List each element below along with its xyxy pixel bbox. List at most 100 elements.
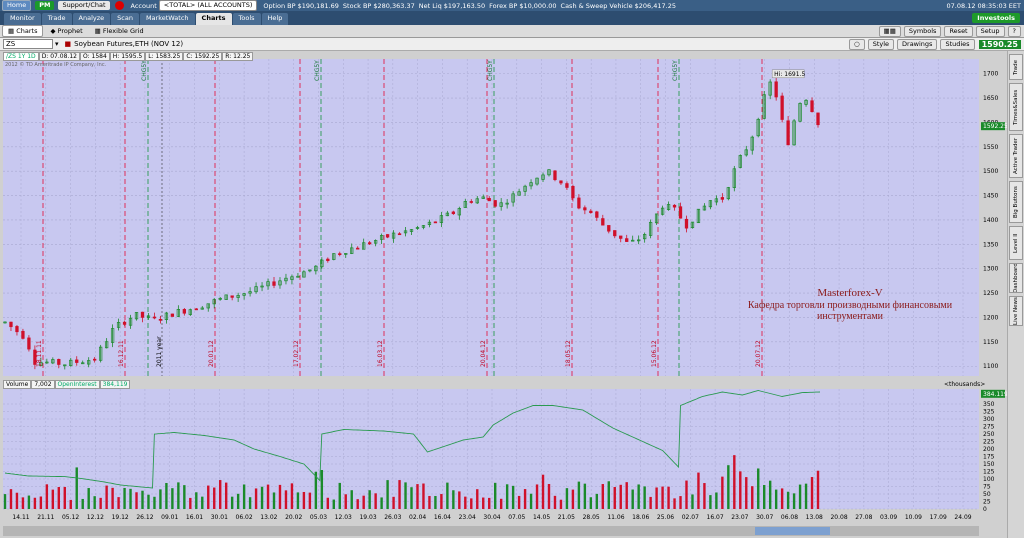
candle-body	[21, 330, 25, 339]
tab-charts[interactable]: Charts	[195, 13, 232, 25]
candle-body	[69, 359, 73, 366]
volume-bar	[123, 487, 126, 509]
volume-bar	[745, 477, 748, 509]
candle-body	[810, 100, 814, 113]
x-tick-label: 16.07	[707, 514, 724, 521]
volume-bar	[87, 488, 90, 509]
scroll-thumb[interactable]	[755, 527, 830, 535]
side-tab-dashboard[interactable]: Dashboard	[1009, 263, 1023, 293]
candle-body	[200, 307, 204, 310]
volume-bar	[416, 484, 419, 509]
x-tick-label: 14.11	[12, 514, 29, 521]
candle-body	[433, 221, 438, 224]
volume-tick-label: 275	[983, 424, 995, 431]
side-tab-active-trader[interactable]: Active Trader	[1009, 134, 1023, 178]
volume-bar	[721, 476, 724, 509]
x-tick-label: 12.12	[87, 514, 104, 521]
setup-button[interactable]: Setup	[975, 25, 1005, 37]
red-marker-label: 20.04.12	[480, 340, 487, 367]
pm-button[interactable]: PM	[35, 1, 55, 10]
x-tick-label: 17.09	[930, 514, 947, 521]
price-chart[interactable]: 1100115012001250130013501400145015001550…	[0, 51, 1007, 538]
candle-body	[720, 197, 725, 200]
side-tab-live-news[interactable]: Live News	[1009, 296, 1023, 326]
candle-body	[415, 227, 420, 229]
record-icon[interactable]	[114, 1, 124, 10]
candle-body	[15, 326, 19, 333]
help-icon[interactable]: ?	[1007, 25, 1021, 37]
volume-bar	[230, 496, 234, 509]
zoom-icon[interactable]: ○	[849, 38, 865, 50]
candle-body	[248, 291, 252, 294]
volume-bar	[254, 488, 258, 509]
volume-bar	[3, 494, 7, 509]
volume-bar	[511, 485, 515, 509]
tab-help[interactable]: Help	[261, 13, 289, 25]
candle-body	[81, 362, 85, 365]
layout-icon[interactable]: ▦▦	[878, 25, 901, 37]
investools-logo[interactable]: Investools	[972, 13, 1020, 23]
volume-bar	[183, 485, 186, 509]
price-tick-label: 1500	[983, 168, 998, 175]
tab-charts[interactable]: ▦ Charts	[2, 25, 44, 37]
right-panel: Trade Times&Sales Active Trader Big Buttons…	[1007, 51, 1024, 538]
tab-marketwatch[interactable]: MarketWatch	[139, 13, 195, 25]
red-marker-label: 18.11.11	[36, 340, 43, 367]
volume-bar	[422, 483, 425, 509]
candle-body	[439, 215, 444, 223]
side-tab-trade[interactable]: Trade	[1009, 54, 1023, 80]
candle-body	[481, 196, 485, 199]
green-marker-label: CHG5Y	[141, 60, 148, 81]
tab-trade[interactable]: Trade	[41, 13, 72, 25]
side-tab-times-sales[interactable]: Times&Sales	[1009, 83, 1023, 131]
candle-body	[648, 221, 653, 236]
tab-flexible-grid[interactable]: ▦ Flexible Grid	[94, 27, 144, 35]
candle-body	[176, 309, 181, 317]
tab-scan[interactable]: Scan	[111, 13, 139, 25]
side-tab-level-ii[interactable]: Level II	[1009, 226, 1023, 260]
reset-button[interactable]: Reset	[944, 25, 973, 37]
volume-bar	[685, 480, 688, 509]
volume-bar	[751, 486, 754, 509]
account-select[interactable]: <TOTAL> (ALL ACCOUNTS)	[158, 0, 258, 11]
tab-tools[interactable]: Tools	[232, 13, 261, 25]
price-tick-label: 1250	[983, 290, 998, 297]
red-marker-label: 15.06.12	[651, 340, 658, 367]
x-tick-label: 21.11	[37, 514, 54, 521]
tab-analyze[interactable]: Analyze	[72, 13, 111, 25]
candle-body	[212, 299, 216, 305]
symbols-button[interactable]: Symbols	[903, 25, 942, 37]
volume-bar	[57, 487, 61, 509]
volume-bar	[213, 487, 216, 509]
candle-body	[260, 285, 264, 288]
high-label-box	[771, 69, 805, 79]
studies-button[interactable]: Studies	[940, 38, 975, 50]
volume-bar	[159, 489, 162, 509]
chart-area[interactable]: 1100 1150 1200 1250 1300 1350 1400 1450 1500 1550…	[0, 51, 1024, 538]
style-button[interactable]: Style	[867, 38, 895, 50]
x-tick-label: 14.05	[533, 514, 550, 521]
tab-monitor[interactable]: Monitor	[4, 13, 41, 25]
volume-bar	[392, 496, 395, 509]
volume-bar	[529, 493, 533, 509]
oi-label: 384.119	[983, 391, 1007, 398]
symbol-input[interactable]	[3, 39, 53, 49]
tab-prophet[interactable]: ◆ Prophet	[50, 27, 83, 35]
volume-bar	[404, 482, 407, 509]
candle-body	[122, 321, 127, 325]
support-chat-button[interactable]: Support/Chat	[58, 1, 110, 10]
link-icon[interactable]: ■	[64, 40, 72, 48]
dropdown-icon[interactable]: ▾	[55, 40, 59, 48]
candle-body	[266, 281, 270, 287]
x-tick-label: 07.05	[508, 514, 525, 521]
candle-body	[541, 174, 545, 180]
drawings-button[interactable]: Drawings	[897, 38, 938, 50]
x-tick-label: 25.06	[657, 514, 674, 521]
volume-bar	[505, 484, 509, 509]
home-button[interactable]: Home	[2, 0, 32, 11]
stat-1: Stock BP $280,363.37	[342, 1, 415, 10]
candle-body	[768, 81, 772, 96]
candle-body	[762, 94, 766, 119]
side-tab-big-buttons[interactable]: Big Buttons	[1009, 181, 1023, 223]
candle-body	[308, 269, 312, 272]
